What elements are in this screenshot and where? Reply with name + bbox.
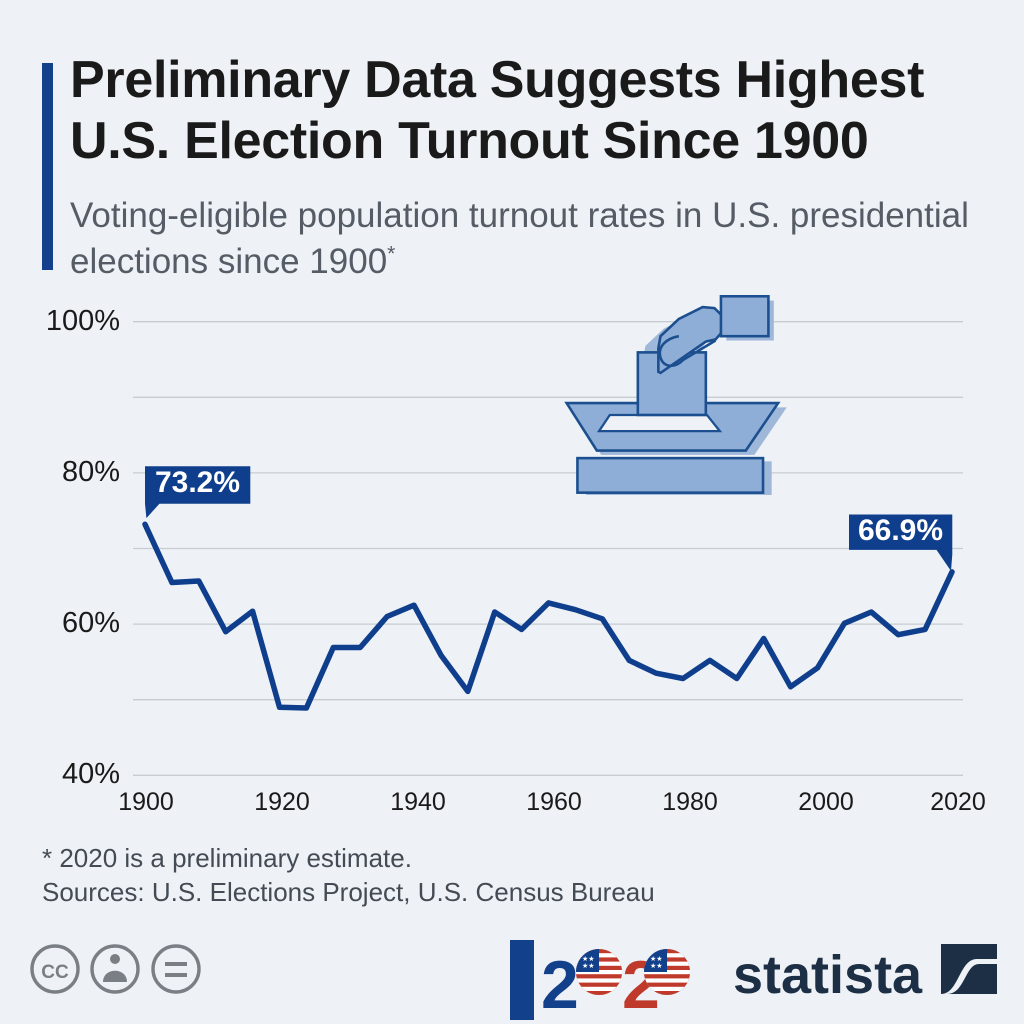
svg-text:CC: CC (41, 962, 69, 983)
